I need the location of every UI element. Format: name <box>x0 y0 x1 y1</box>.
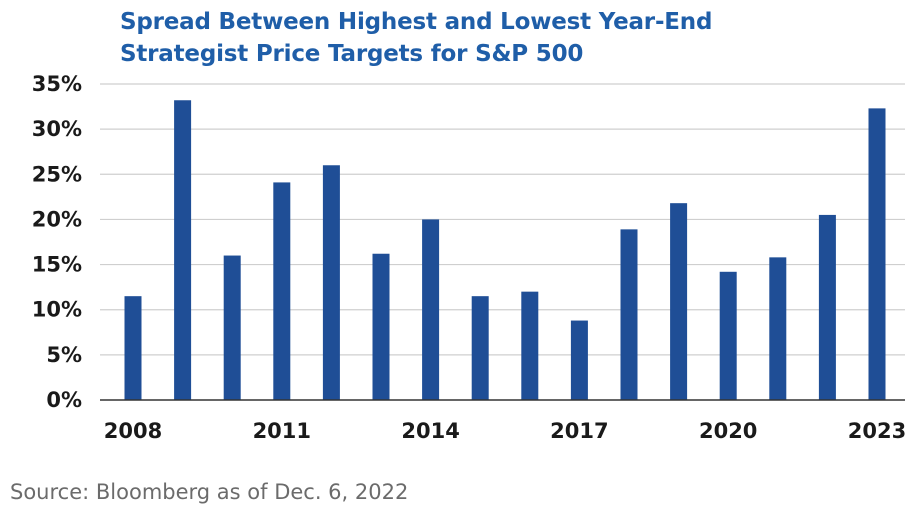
bar-2018 <box>620 229 638 400</box>
bar-2017 <box>570 320 588 400</box>
bar-2019 <box>670 203 688 400</box>
bar-2014 <box>422 219 440 400</box>
x-tick-label: 2023 <box>848 419 906 443</box>
bar-2011 <box>273 182 291 400</box>
chart-title: Spread Between Highest and Lowest Year-E… <box>120 6 840 70</box>
bar-2016 <box>521 291 539 400</box>
y-tick-label: 10% <box>32 298 82 322</box>
y-tick-label: 20% <box>32 207 82 231</box>
bar-2021 <box>769 257 787 400</box>
chart-title-line-2: Strategist Price Targets for S&P 500 <box>120 41 584 67</box>
y-tick-label: 30% <box>32 117 82 141</box>
chart-title-line-1: Spread Between Highest and Lowest Year-E… <box>120 9 713 35</box>
bar-2022 <box>818 214 836 400</box>
bar-2008 <box>124 296 142 400</box>
y-tick-label: 35% <box>32 72 82 96</box>
bar-2010 <box>223 255 241 400</box>
y-tick-label: 25% <box>32 162 82 186</box>
x-tick-label: 2011 <box>253 419 311 443</box>
source-note: Source: Bloomberg as of Dec. 6, 2022 <box>10 480 409 504</box>
bar-2020 <box>719 271 737 400</box>
x-tick-labels: 2008 2011 2014 2017 2020 2023 <box>104 419 906 443</box>
bar-chart: 0%5%10%15%20%25%30%35% 2008 2011 2014 2017 2… <box>32 72 906 443</box>
y-tick-label: 15% <box>32 253 82 277</box>
y-tick-labels: 0% 5% 10% 15% 20% 25% 30% 35% <box>32 72 82 412</box>
y-tick-label: 5% <box>46 343 82 367</box>
bar-2009 <box>174 100 192 400</box>
y-tick-label: 0% <box>46 388 82 412</box>
bar-2015 <box>471 296 489 400</box>
x-tick-label: 2014 <box>401 419 459 443</box>
x-tick-label: 2008 <box>104 419 162 443</box>
bars <box>124 100 886 401</box>
bar-2012 <box>322 165 340 400</box>
bar-2023 <box>868 108 886 401</box>
x-tick-label: 2017 <box>550 419 608 443</box>
x-tick-label: 2020 <box>699 419 757 443</box>
bar-2013 <box>372 253 390 400</box>
